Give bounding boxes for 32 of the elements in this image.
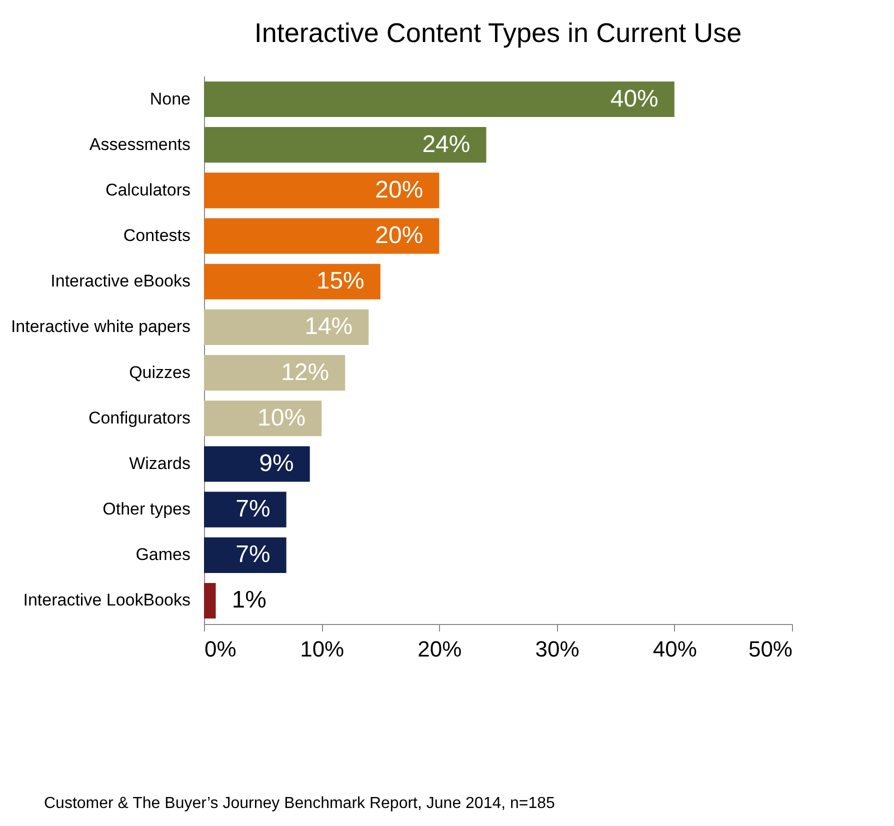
data-label: 7% (236, 541, 270, 568)
data-label: 20% (375, 222, 424, 250)
x-tick-label: 20% (418, 636, 462, 662)
x-tick-label: 50% (748, 636, 792, 662)
data-label: 15% (316, 268, 364, 295)
y-tick-label: Configurators (88, 408, 190, 428)
y-tick-label: Interactive white papers (10, 317, 190, 336)
data-label: 14% (304, 313, 353, 340)
data-label: 1% (232, 586, 266, 614)
data-label: 9% (259, 450, 294, 477)
y-tick-label: Contests (123, 226, 190, 246)
x-tick-label: 0% (204, 636, 236, 662)
data-label: 20% (375, 176, 424, 204)
y-tick-label: None (150, 89, 190, 108)
y-tick-label: Games (136, 545, 190, 564)
data-label: 24% (422, 130, 470, 158)
x-tick-label: 30% (535, 636, 580, 662)
y-tick-label: Other types (102, 500, 190, 519)
x-tick-label: 40% (652, 636, 697, 662)
data-label: 40% (610, 85, 658, 112)
y-tick-label: Interactive LookBooks (23, 590, 190, 610)
chart-title: Interactive Content Types in Current Use (254, 18, 742, 48)
text: Customer & The Buyer’s Journey Benchmark Report, June 2014, n=185 (44, 795, 555, 813)
y-tick-label: Wizards (129, 454, 190, 473)
data-label: 7% (236, 496, 270, 523)
y-tick-label: Interactive eBooks (50, 272, 190, 291)
x-tick-label: 10% (300, 636, 344, 662)
y-tick-label: Calculators (105, 180, 190, 200)
data-label: 10% (258, 404, 306, 432)
data-label: 12% (281, 358, 330, 386)
y-tick-label: Quizzes (129, 362, 190, 382)
y-tick-label: Assessments (89, 134, 190, 154)
